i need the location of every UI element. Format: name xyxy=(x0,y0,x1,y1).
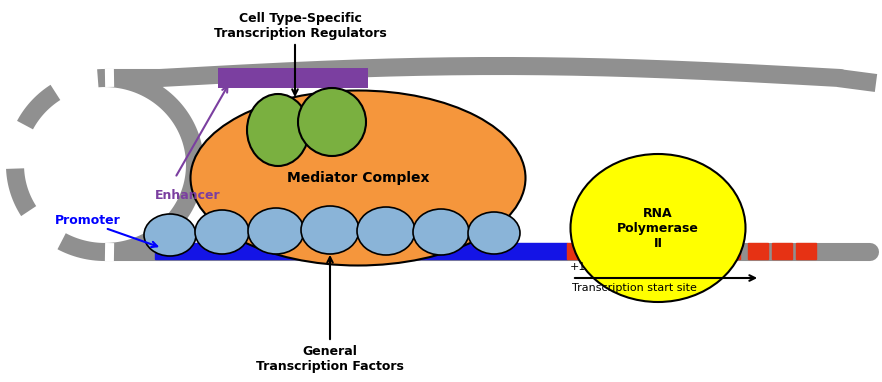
Text: Transcription start site: Transcription start site xyxy=(572,283,697,293)
Ellipse shape xyxy=(571,154,745,302)
Bar xyxy=(796,243,816,259)
Text: RNA
Polymerase
II: RNA Polymerase II xyxy=(617,207,699,249)
Ellipse shape xyxy=(144,214,196,256)
Bar xyxy=(748,243,768,259)
Bar xyxy=(218,68,368,88)
Text: General
Transcription Factors: General Transcription Factors xyxy=(256,345,404,373)
Ellipse shape xyxy=(248,208,304,254)
Text: Cell Type-Specific
Transcription Regulators: Cell Type-Specific Transcription Regulat… xyxy=(213,12,386,40)
Bar xyxy=(772,243,792,259)
Bar xyxy=(567,243,740,259)
Text: Enhancer: Enhancer xyxy=(155,188,220,201)
Ellipse shape xyxy=(247,94,309,166)
Ellipse shape xyxy=(468,212,520,254)
Ellipse shape xyxy=(413,209,469,255)
Bar xyxy=(155,243,567,259)
Text: Mediator Complex: Mediator Complex xyxy=(287,171,430,185)
Ellipse shape xyxy=(357,207,415,255)
Ellipse shape xyxy=(298,88,366,156)
Ellipse shape xyxy=(191,91,526,265)
Ellipse shape xyxy=(301,206,359,254)
Text: +1: +1 xyxy=(570,262,587,272)
Text: Promoter: Promoter xyxy=(55,214,121,227)
Ellipse shape xyxy=(195,210,249,254)
